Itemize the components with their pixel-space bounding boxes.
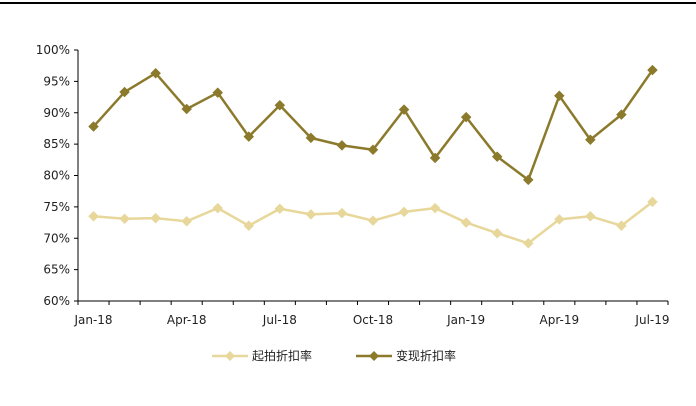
data-point <box>336 140 348 151</box>
series-1 <box>88 196 658 249</box>
data-point <box>336 207 348 219</box>
x-tick-label: Oct-18 <box>353 313 393 327</box>
data-point <box>305 209 317 220</box>
data-point <box>212 87 224 99</box>
data-point <box>616 220 627 232</box>
data-point <box>491 227 503 239</box>
x-tick-label: Apr-18 <box>167 313 207 327</box>
y-tick-label: 80% <box>43 169 70 183</box>
data-point <box>616 109 627 120</box>
series-2 <box>88 64 658 186</box>
data-point <box>150 212 161 224</box>
y-tick-label: 85% <box>43 137 70 151</box>
legend-item-2: 变现折扣率 <box>356 348 456 363</box>
x-tick-label: Jan-19 <box>446 313 485 327</box>
y-tick-label: 70% <box>43 231 70 245</box>
data-point <box>119 86 130 98</box>
data-point <box>243 131 255 142</box>
data-point <box>585 134 596 146</box>
data-point <box>398 104 410 115</box>
data-point <box>119 213 130 225</box>
data-point <box>522 174 534 186</box>
data-point <box>212 202 224 214</box>
legend-label: 变现折扣率 <box>396 348 456 363</box>
x-tick-label: Jul-18 <box>262 313 297 327</box>
y-tick-label: 65% <box>43 263 70 277</box>
y-tick-label: 90% <box>43 106 70 120</box>
y-tick-label: 60% <box>43 294 70 308</box>
series-layer <box>88 64 658 249</box>
x-tick-label: Jul-19 <box>634 313 669 327</box>
data-point <box>585 210 596 222</box>
data-point <box>181 215 193 227</box>
data-point <box>553 214 565 225</box>
y-tick-label: 75% <box>43 200 70 214</box>
data-point <box>305 132 317 144</box>
x-tick-label: Apr-19 <box>540 313 580 327</box>
data-point <box>460 217 472 228</box>
data-point <box>647 64 658 76</box>
data-point <box>88 210 99 222</box>
legend-marker <box>225 351 235 361</box>
data-point <box>460 111 472 123</box>
y-tick-label: 100% <box>36 43 70 57</box>
legend-marker <box>369 351 379 361</box>
data-point <box>522 237 534 249</box>
legend: 起拍折扣率 变现折扣率 <box>212 348 456 363</box>
data-point <box>367 215 379 227</box>
data-point <box>181 103 193 115</box>
series-line <box>92 69 654 182</box>
data-point <box>367 144 379 156</box>
data-point <box>553 90 565 102</box>
legend-item-1: 起拍折扣率 <box>212 348 312 363</box>
data-point <box>429 202 441 214</box>
data-point <box>150 67 161 79</box>
axes: 60% 65% 70% 75% 80% 85% 90% 95% 100% Jan-18 Apr-18… <box>36 43 670 327</box>
legend-label: 起拍折扣率 <box>252 348 312 363</box>
data-point <box>398 206 410 218</box>
data-point <box>274 203 286 215</box>
x-tick-label: Jan-18 <box>73 313 112 327</box>
data-point <box>647 196 658 208</box>
data-point <box>88 121 99 132</box>
y-tick-label: 95% <box>43 74 70 88</box>
data-point <box>491 151 503 163</box>
data-point <box>243 220 255 232</box>
data-point <box>274 99 286 111</box>
data-point <box>429 152 441 164</box>
